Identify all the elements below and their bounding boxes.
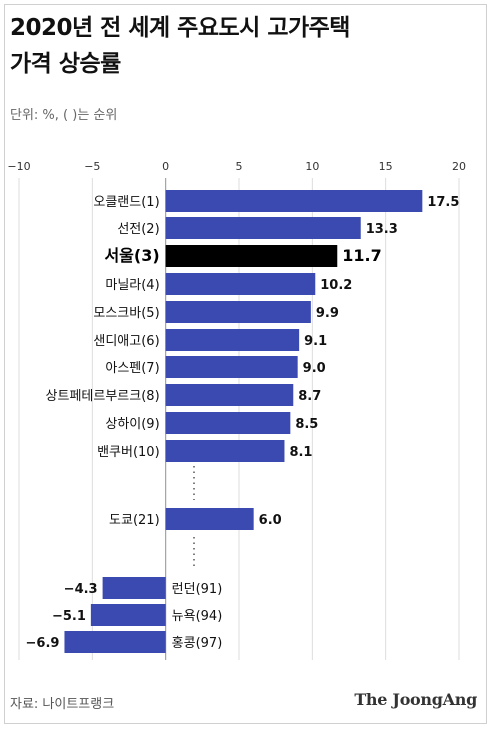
bar [165, 190, 423, 212]
value-label: 11.7 [342, 246, 381, 265]
category-label: 상트페테르부르크(8) [46, 389, 160, 404]
category-label: 홍콩(97) [172, 636, 223, 651]
bar [165, 217, 361, 239]
category-label: 모스크바(5) [93, 306, 159, 321]
x-tick-label: 0 [162, 160, 169, 173]
category-label: 선전(2) [117, 222, 159, 237]
x-tick-label: 10 [305, 160, 319, 173]
value-label: 17.5 [427, 195, 459, 210]
bar [165, 384, 294, 406]
value-label: 9.0 [303, 361, 326, 376]
value-label: 9.9 [316, 306, 339, 321]
bar [102, 577, 166, 599]
bar [165, 440, 285, 462]
x-tick-label: −5 [84, 160, 100, 173]
bar [90, 604, 166, 626]
category-label: 런던(91) [172, 582, 223, 597]
x-tick-label: 15 [379, 160, 393, 173]
value-label: 13.3 [366, 222, 398, 237]
x-tick-label: 5 [236, 160, 243, 173]
value-label: 10.2 [320, 278, 352, 293]
bar [64, 631, 166, 653]
category-label: 서울(3) [104, 246, 159, 265]
unit-note: 단위: %, ( )는 순위 [10, 108, 118, 123]
value-label: 6.0 [259, 513, 282, 528]
category-label: 오클랜드(1) [93, 195, 159, 210]
category-label: 샌디애고(6) [93, 334, 159, 349]
value-label: 8.1 [289, 445, 312, 460]
x-tick-label: 20 [452, 160, 466, 173]
bar [165, 356, 298, 378]
bar [165, 245, 338, 267]
category-label: 상하이(9) [105, 417, 159, 432]
value-label: 8.7 [298, 389, 321, 404]
bar [165, 301, 311, 323]
value-label: −6.9 [26, 636, 60, 651]
title-line-1: 2020년 전 세계 주요도시 고가주택 [10, 15, 350, 41]
value-label: 8.5 [295, 417, 318, 432]
bar [165, 273, 316, 295]
category-label: 마닐라(4) [105, 278, 159, 293]
chart-title: 2020년 전 세계 주요도시 고가주택 가격 상승률 [10, 10, 480, 82]
category-label: 밴쿠버(10) [97, 445, 160, 460]
category-label: 도쿄(21) [109, 513, 160, 528]
source-note: 자료: 나이트프랭크 [10, 697, 115, 712]
bar [165, 329, 300, 351]
value-label: 9.1 [304, 334, 327, 349]
category-label: 뉴욕(94) [172, 609, 223, 624]
bar [165, 508, 254, 530]
brand-logo: The JoongAng [354, 690, 477, 709]
value-label: −4.3 [64, 582, 98, 597]
x-tick-label: −10 [7, 160, 30, 173]
title-line-2: 가격 상승률 [10, 51, 121, 77]
category-label: 아스펜(7) [105, 361, 159, 376]
value-label: −5.1 [52, 609, 86, 624]
bar [165, 412, 291, 434]
